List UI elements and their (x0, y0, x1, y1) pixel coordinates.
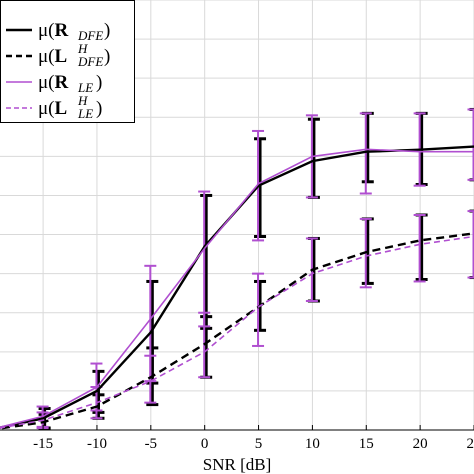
legend-entry-close: ) (104, 20, 110, 41)
legend-entry-label: μ(L (38, 98, 67, 119)
series-line (0, 235, 474, 429)
series-line (0, 148, 474, 429)
legend-entry-sub: DFE (77, 54, 103, 69)
legend-entry-label: μ(R (38, 72, 69, 93)
x-tick-label: 0 (201, 436, 209, 452)
legend-entry-close: ) (96, 98, 102, 119)
series-line (0, 232, 474, 430)
x-tick-label: 15 (359, 436, 374, 452)
x-tick-label: -10 (87, 436, 107, 452)
legend-entry-sub: LE (77, 80, 93, 95)
x-tick-label: -5 (145, 436, 158, 452)
legend-entry-sup: H (77, 41, 88, 56)
legend-entry-close: ) (104, 46, 110, 67)
x-tick-label: 20 (413, 436, 428, 452)
x-tick-label: 25 (467, 436, 474, 452)
legend-entry-sup: H (77, 93, 88, 108)
legend-box (0, 0, 135, 123)
legend-entry-sub: LE (77, 106, 93, 121)
legend-entry-sub: DFE (77, 28, 103, 43)
legend-entry-close: ) (96, 72, 102, 93)
series-lines (0, 145, 474, 430)
x-ticks: -15 -10 -5 0 5 10 15 20 25 (33, 425, 474, 452)
x-tick-label: 10 (305, 436, 320, 452)
x-axis-label: SNR [dB] (203, 455, 271, 474)
x-tick-label: -15 (33, 436, 53, 452)
legend-entry-label: μ(R (38, 20, 69, 41)
x-tick-label: 5 (255, 436, 263, 452)
legend-entry-label: μ(L (38, 46, 67, 67)
